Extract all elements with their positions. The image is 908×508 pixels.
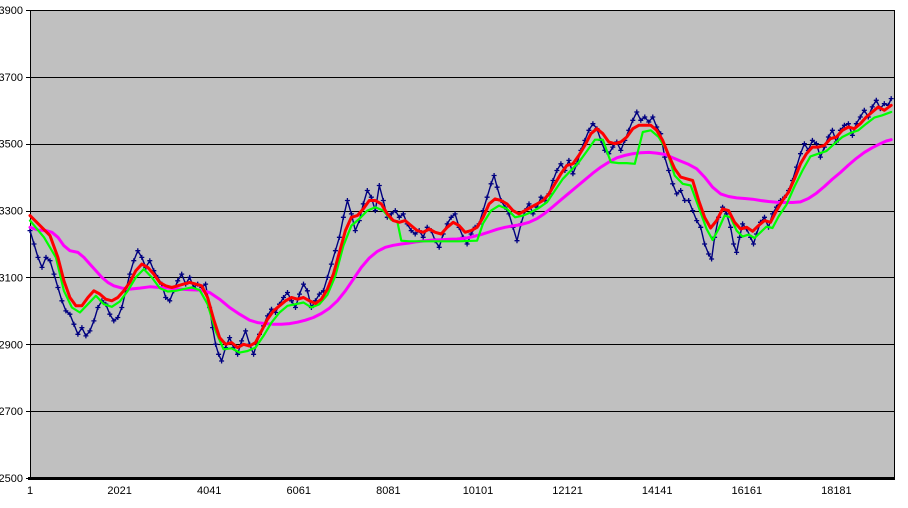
x-tick-label: 4041 [197, 485, 221, 497]
x-tick-label: 14141 [642, 485, 673, 497]
plot-area [30, 10, 894, 478]
series-fast-ma-red [28, 103, 893, 350]
series-line-fast-ma-red [28, 103, 893, 350]
x-tick-label: 18181 [821, 485, 852, 497]
plot-border [30, 10, 895, 478]
y-tick-label: 3700 [0, 72, 23, 84]
y-tick-label: 3900 [0, 5, 23, 17]
y-axis-labels: 2500 2700 2900 3100 3300 3500 3700 3900 [0, 5, 23, 485]
y-tick-label: 3100 [0, 272, 23, 284]
y-tick-label: 3500 [0, 139, 23, 151]
x-tick-label: 2021 [107, 485, 131, 497]
y-tick-label: 3300 [0, 206, 23, 218]
x-axis-labels: 1 2021 4041 6061 8081 10101 12121 14141 16161 181… [27, 485, 852, 497]
y-tick-label: 2500 [0, 473, 23, 485]
series-line-fast-ma-green [28, 110, 893, 354]
x-tick-label: 1 [27, 485, 33, 497]
x-tick-label: 12121 [552, 485, 583, 497]
x-tick-label: 10101 [463, 485, 494, 497]
y-tick-label: 2700 [0, 406, 23, 418]
x-tick-label: 16161 [731, 485, 762, 497]
x-tick-label: 8081 [376, 485, 400, 497]
series-fast-ma-green [28, 110, 893, 354]
y-tick-label: 2900 [0, 339, 23, 351]
x-tick-label: 6061 [287, 485, 311, 497]
